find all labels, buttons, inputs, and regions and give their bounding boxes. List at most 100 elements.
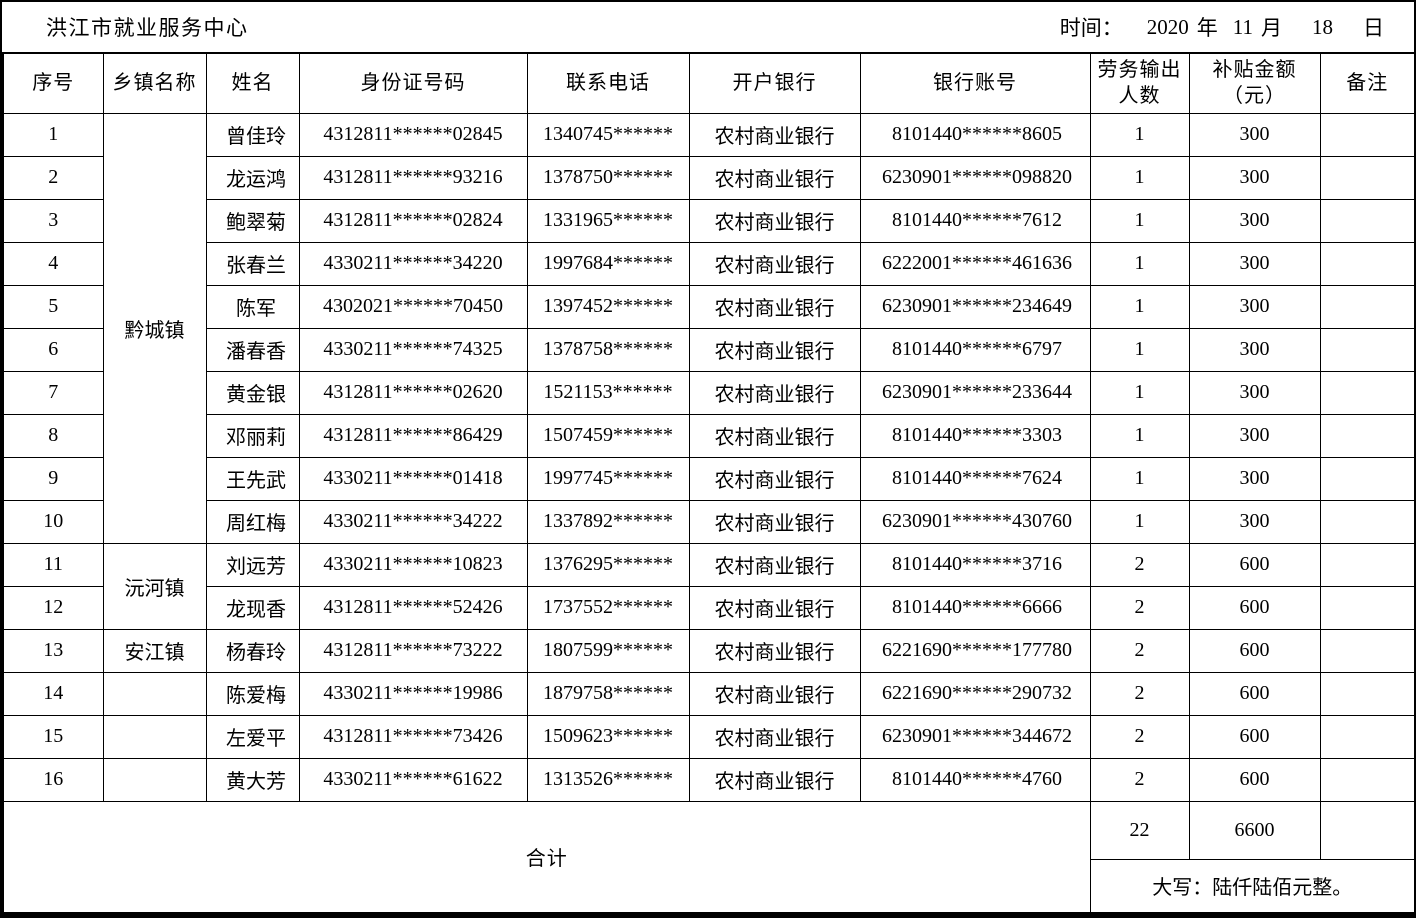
labor-count-cell: 2 [1089, 714, 1190, 759]
labor-count-cell: 2 [1089, 671, 1190, 716]
phone-cell: 1521153****** [526, 370, 690, 415]
row-number-cell: 14 [2, 671, 104, 716]
labor-count-cell: 1 [1089, 413, 1190, 458]
phone-cell: 1737552****** [526, 585, 690, 630]
row-number-cell: 3 [2, 198, 104, 243]
row-number-cell: 7 [2, 370, 104, 415]
col-header-account: 银行账号 [859, 52, 1091, 114]
phone-cell: 1807599****** [526, 628, 690, 673]
phone-cell: 1507459****** [526, 413, 690, 458]
id-number-cell: 4330211******01418 [298, 456, 528, 501]
row-number-cell: 16 [2, 757, 104, 802]
table-row: 13 安江镇 杨春玲 4312811******73222 1807599****** 农… [2, 628, 1414, 673]
remark-cell [1319, 671, 1414, 716]
remark-cell [1319, 370, 1414, 415]
bank-cell: 农村商业银行 [688, 628, 861, 673]
name-cell: 杨春玲 [205, 628, 300, 673]
township-cell [102, 757, 207, 802]
bank-cell: 农村商业银行 [688, 327, 861, 372]
row-number-cell: 2 [2, 155, 104, 200]
account-cell: 6230901******344672 [859, 714, 1091, 759]
bank-cell: 农村商业银行 [688, 456, 861, 501]
header-row: 序号 乡镇名称 姓名 身份证号码 联系电话 开户银行 银行账号 劳务输出 人数 … [2, 52, 1414, 114]
title-bar: 洪江市就业服务中心 时间： 2020 年 11 月 18 日 [2, 2, 1414, 52]
col-header-id: 身份证号码 [298, 52, 528, 114]
col-header-labor-count-line1: 劳务输出 [1097, 59, 1182, 82]
labor-count-cell: 1 [1089, 327, 1190, 372]
account-cell: 6221690******177780 [859, 628, 1091, 673]
remark-cell [1319, 585, 1414, 630]
date-day: 18 [1312, 14, 1333, 39]
id-number-cell: 4330211******34222 [298, 499, 528, 544]
id-number-cell: 4330211******34220 [298, 241, 528, 286]
township-cell: 沅河镇 [102, 542, 207, 630]
labor-count-cell: 1 [1089, 456, 1190, 501]
name-cell: 潘春香 [205, 327, 300, 372]
name-cell: 龙现香 [205, 585, 300, 630]
amount-in-words-row: 大写：陆仟陆佰元整。 [3, 858, 1414, 915]
name-cell: 周红梅 [205, 499, 300, 544]
phone-cell: 1313526****** [526, 757, 690, 802]
phone-cell: 1378750****** [526, 155, 690, 200]
amount-cell: 600 [1188, 714, 1321, 759]
bank-cell: 农村商业银行 [688, 585, 861, 630]
table-row: 7 黄金银 4312811******02620 1521153****** 农村商业银… [2, 370, 1414, 415]
table-row: 2 龙运鸿 4312811******93216 1378750****** 农村商业银… [2, 155, 1414, 200]
remark-cell [1319, 198, 1414, 243]
phone-cell: 1879758****** [526, 671, 690, 716]
remark-cell [1319, 456, 1414, 501]
labor-count-cell: 1 [1089, 155, 1190, 200]
col-header-name: 姓名 [205, 52, 300, 114]
date-year: 2020 [1146, 14, 1189, 39]
bank-cell: 农村商业银行 [688, 112, 861, 157]
account-cell: 8101440******7612 [859, 198, 1091, 243]
account-cell: 8101440******6666 [859, 585, 1091, 630]
date-year-unit: 年 [1196, 16, 1218, 40]
amount-cell: 300 [1188, 112, 1321, 157]
row-number-cell: 5 [2, 284, 104, 329]
col-header-labor-count: 劳务输出 人数 [1089, 52, 1190, 114]
id-number-cell: 4330211******10823 [298, 542, 528, 587]
row-number-cell: 6 [2, 327, 104, 372]
township-cell: 安江镇 [102, 628, 207, 673]
amount-cell: 600 [1188, 628, 1321, 673]
bank-cell: 农村商业银行 [688, 542, 861, 587]
table-row: 11 沅河镇 刘远芳 4330211******10823 1376295****** 农… [2, 542, 1414, 630]
id-number-cell: 4312811******73222 [298, 628, 528, 673]
table-row: 3 鲍翠菊 4312811******02824 1331965****** 农村商业银… [2, 198, 1414, 243]
row-number-cell: 12 [2, 585, 104, 630]
col-header-amount-line1: 补贴金额 [1212, 59, 1297, 82]
row-number-cell: 15 [2, 714, 104, 759]
row-number-cell: 1 [2, 112, 104, 157]
row-number-cell: 10 [2, 499, 104, 544]
total-amount-cell: 6600 [1188, 800, 1321, 860]
labor-count-cell: 1 [1089, 284, 1190, 329]
amount-cell: 300 [1188, 413, 1321, 458]
id-number-cell: 4312811******86429 [298, 413, 528, 458]
org-name: 洪江市就业服务中心 [46, 16, 249, 40]
account-cell: 8101440******6797 [859, 327, 1091, 372]
row-number-cell: 4 [2, 241, 104, 286]
amount-cell: 300 [1188, 198, 1321, 243]
bank-cell: 农村商业银行 [688, 370, 861, 415]
phone-cell: 1331965****** [526, 198, 690, 243]
row-number-cell: 13 [2, 628, 104, 673]
account-cell: 6230901******233644 [859, 370, 1091, 415]
labor-count-cell: 1 [1089, 370, 1190, 415]
remark-cell [1319, 628, 1414, 673]
table-row: 12 龙现香 4312811******52426 1737552****** 农村商业… [2, 585, 1414, 630]
amount-cell: 300 [1188, 370, 1321, 415]
id-number-cell: 4312811******02824 [298, 198, 528, 243]
name-cell: 曾佳玲 [205, 112, 300, 157]
labor-count-cell: 1 [1089, 241, 1190, 286]
col-header-labor-count-line2: 人数 [1118, 85, 1161, 108]
bank-cell: 农村商业银行 [688, 284, 861, 329]
remark-cell [1319, 714, 1414, 759]
amount-cell: 300 [1188, 327, 1321, 372]
name-cell: 邓丽莉 [205, 413, 300, 458]
table-row: 1 黔城镇 曾佳玲 4312811******02845 1340745****** 农村… [2, 112, 1414, 544]
phone-cell: 1337892****** [526, 499, 690, 544]
amount-cell: 600 [1188, 585, 1321, 630]
id-number-cell: 4312811******73426 [298, 714, 528, 759]
remark-cell [1319, 757, 1414, 802]
